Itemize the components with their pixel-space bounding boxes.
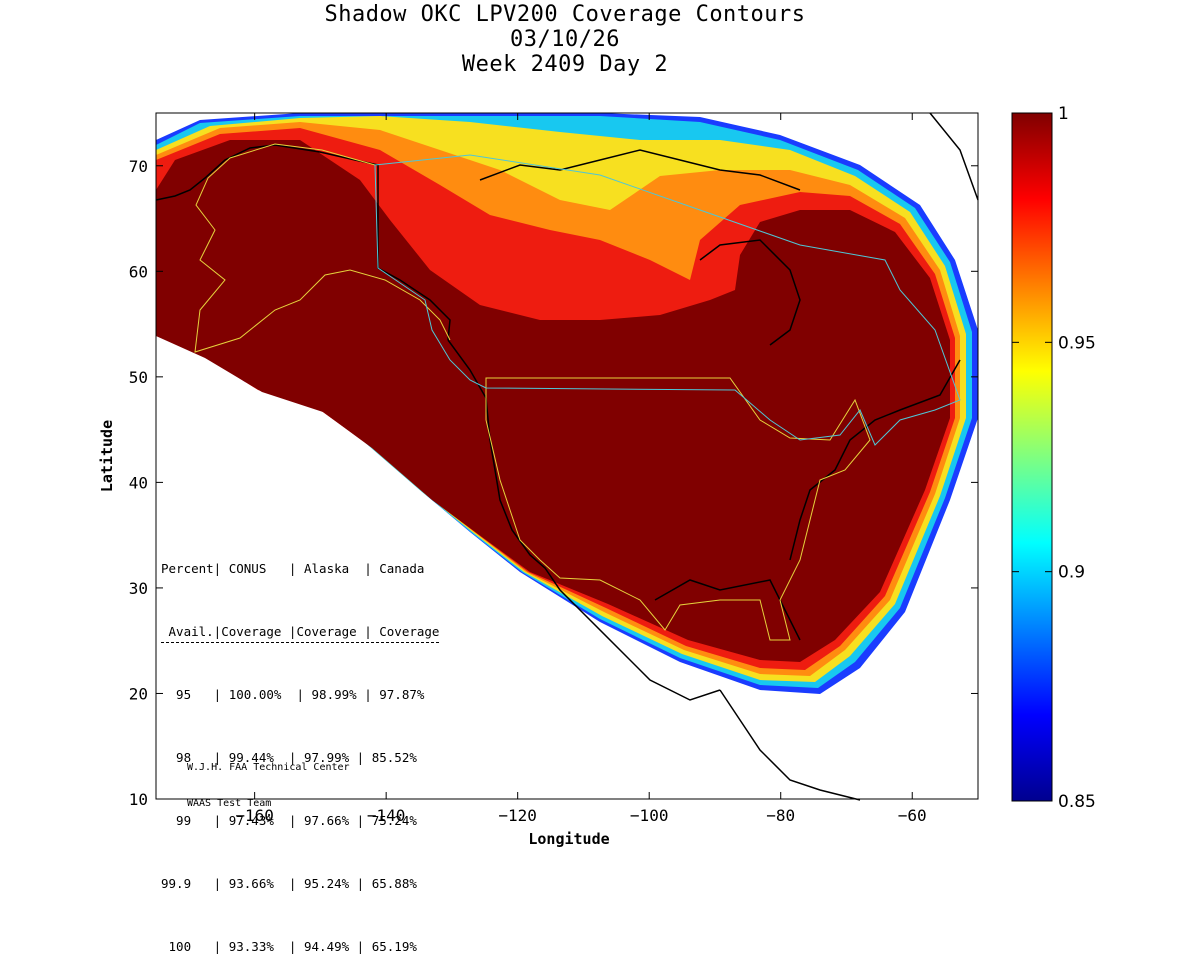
x-axis-label: Longitude xyxy=(528,830,609,848)
y-axis-label: Latitude xyxy=(98,420,116,492)
coverage-band-maroon xyxy=(156,140,950,662)
stats-row: 99.9 | 93.66% | 95.24% | 65.88% xyxy=(161,876,417,891)
stats-row: 99 | 97.43% | 97.66% | 75.24% xyxy=(161,813,417,828)
colorbar-ticks: 1 0.95 0.9 0.85 xyxy=(1012,104,1096,812)
coastline-gulf xyxy=(654,579,801,641)
y-tick-label: 50 xyxy=(129,368,148,387)
colorbar-tick-label: 0.95 xyxy=(1058,333,1096,353)
coastline-greenland xyxy=(929,112,979,201)
map-week-day: Week 2409 Day 2 xyxy=(461,52,669,77)
credits-line-1: W.J.H. FAA Technical Center xyxy=(187,762,350,773)
credits: W.J.H. FAA Technical Center WAAS Test Te… xyxy=(187,738,350,822)
colorbar-tick-label: 1 xyxy=(1058,104,1069,124)
map-title: Shadow OKC LPV200 Coverage Contours xyxy=(324,2,806,27)
stats-row: 95 | 100.00% | 98.99% | 97.87% xyxy=(161,687,425,702)
x-axis-ticks: −160 −140 −120 −100 −80 −60 xyxy=(235,113,927,825)
y-tick-label: 20 xyxy=(129,684,148,703)
x-tick-label: −140 xyxy=(367,806,406,825)
coastline-west xyxy=(447,339,721,701)
y-tick-label: 70 xyxy=(129,157,148,176)
y-tick-label: 10 xyxy=(129,790,148,809)
alaska-outline xyxy=(194,143,451,353)
colorbar xyxy=(1011,112,1053,802)
y-tick-label: 60 xyxy=(129,262,148,281)
x-tick-label: −160 xyxy=(235,806,274,825)
stats-row: 100 | 93.33% | 94.49% | 65.19% xyxy=(161,939,417,954)
coastlines xyxy=(155,112,979,801)
y-axis-ticks: 10 20 30 40 50 60 70 xyxy=(129,157,978,809)
coastline-central-america xyxy=(719,689,861,801)
colorbar-tick-label: 0.85 xyxy=(1058,792,1096,812)
plot-frame xyxy=(155,112,979,800)
stats-header-2: Avail.|Coverage |Coverage | Coverage xyxy=(161,621,440,643)
y-tick-label: 40 xyxy=(129,473,148,492)
region-boundaries xyxy=(194,143,961,641)
y-tick-label: 30 xyxy=(129,579,148,598)
stats-row: 98 | 99.44% | 97.99% | 85.52% xyxy=(161,750,417,765)
canada-outline xyxy=(374,154,961,446)
map-date: 03/10/26 xyxy=(510,27,620,52)
x-tick-label: −60 xyxy=(898,806,927,825)
coastline-alaska xyxy=(155,144,451,341)
credits-line-2: WAAS Test Team xyxy=(187,798,272,809)
stats-header-1: Percent| CONUS | Alaska | Canada xyxy=(161,561,425,576)
coastline-east xyxy=(789,359,961,561)
x-tick-label: −100 xyxy=(630,806,669,825)
colorbar-tick-label: 0.9 xyxy=(1058,563,1085,583)
conus-outline xyxy=(485,377,871,641)
x-tick-label: −120 xyxy=(498,806,537,825)
coverage-contours xyxy=(156,113,978,694)
coastline-arctic xyxy=(479,149,801,191)
coastline-hudson xyxy=(699,239,801,346)
x-tick-label: −80 xyxy=(766,806,795,825)
coverage-map: −160 −140 −120 −100 −80 −60 10 20 30 40 50 60 70 Lo… xyxy=(98,104,1096,848)
